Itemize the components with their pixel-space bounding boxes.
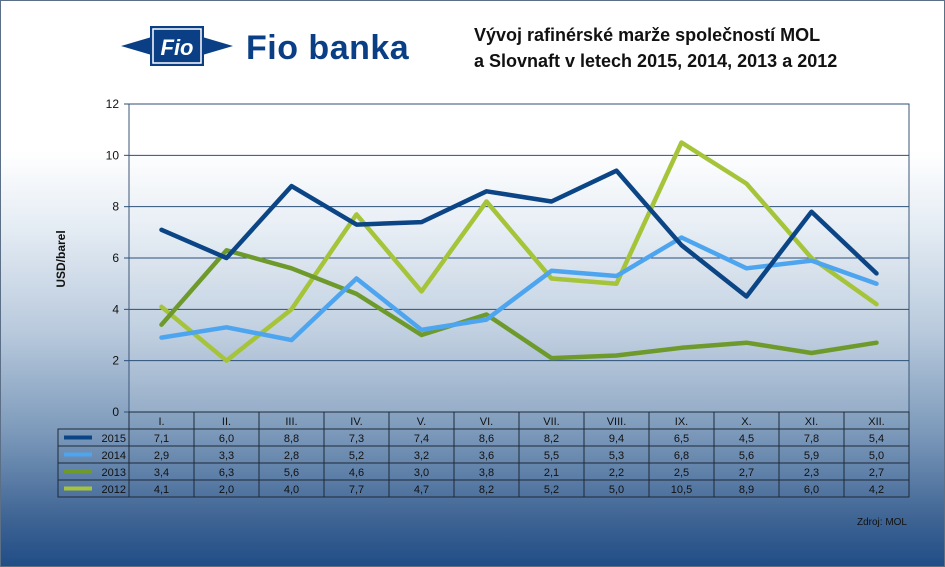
x-tick-label: IX. — [675, 416, 688, 428]
table-value-2012: 4,2 — [869, 484, 884, 496]
source-note: Zdroj: MOL — [856, 517, 907, 528]
x-tick-label: X. — [741, 416, 751, 428]
x-tick-label: VII. — [543, 416, 560, 428]
table-value-2012: 2,0 — [219, 484, 234, 496]
chart-title-line-2: a Slovnaft v letech 2015, 2014, 2013 a 2… — [474, 51, 838, 71]
table-value-2013: 2,7 — [739, 467, 754, 479]
table-value-2012: 5,2 — [544, 484, 559, 496]
table-value-2012: 5,0 — [609, 484, 624, 496]
table-value-2013: 3,4 — [154, 467, 169, 479]
legend-label-2012: 2012 — [102, 484, 126, 496]
bank-name: Fio banka — [246, 29, 410, 67]
logo-left-wing — [121, 36, 155, 56]
table-value-2013: 2,5 — [674, 467, 689, 479]
x-tick-label: VIII. — [607, 416, 627, 428]
table-value-2015: 8,6 — [479, 433, 494, 445]
table-value-2012: 7,7 — [349, 484, 364, 496]
table-value-2012: 8,9 — [739, 484, 754, 496]
x-tick-label: XII. — [868, 416, 885, 428]
table-value-2014: 5,5 — [544, 450, 559, 462]
table-value-2014: 5,0 — [869, 450, 884, 462]
table-value-2015: 7,3 — [349, 433, 364, 445]
table-value-2014: 5,3 — [609, 450, 624, 462]
table-value-2014: 5,6 — [739, 450, 754, 462]
y-tick-label: 8 — [112, 200, 119, 214]
series-line-2015 — [159, 168, 879, 299]
table-value-2015: 7,8 — [804, 433, 819, 445]
table-value-2013: 2,7 — [869, 467, 884, 479]
logo-right-wing — [199, 36, 233, 56]
table-value-2015: 6,0 — [219, 433, 234, 445]
table-value-2013: 2,3 — [804, 467, 819, 479]
table-value-2013: 5,6 — [284, 467, 299, 479]
x-tick-label: XI. — [805, 416, 818, 428]
legend-label-2013: 2013 — [102, 467, 126, 479]
table-value-2013: 3,8 — [479, 467, 494, 479]
table-value-2015: 7,4 — [414, 433, 429, 445]
table-value-2013: 2,1 — [544, 467, 559, 479]
logo-text: Fio — [161, 35, 194, 60]
table-value-2014: 2,8 — [284, 450, 299, 462]
y-tick-label: 2 — [112, 354, 119, 368]
series-line-2013 — [159, 248, 879, 361]
x-tick-label: VI. — [480, 416, 493, 428]
table-value-2014: 2,9 — [154, 450, 169, 462]
legend-label-2015: 2015 — [102, 433, 126, 445]
chart-title-line-1: Vývoj rafinérské marže společností MOL — [474, 25, 821, 45]
table-value-2014: 3,6 — [479, 450, 494, 462]
table-value-2014: 6,8 — [674, 450, 689, 462]
y-tick-label: 0 — [112, 405, 119, 419]
table-value-2014: 3,3 — [219, 450, 234, 462]
logo-box — [150, 26, 204, 66]
fio-logo: Fio — [121, 26, 233, 66]
y-tick-label: 4 — [112, 302, 119, 316]
x-tick-label: II. — [222, 416, 231, 428]
table-value-2015: 5,4 — [869, 433, 884, 445]
x-tick-label: IV. — [350, 416, 362, 428]
table-value-2013: 6,3 — [219, 467, 234, 479]
table-value-2015: 6,5 — [674, 433, 689, 445]
x-tick-label: I. — [158, 416, 164, 428]
table-value-2012: 6,0 — [804, 484, 819, 496]
series-line-2014 — [159, 235, 879, 343]
legend-label-2014: 2014 — [102, 450, 126, 462]
logo-inner-border — [152, 28, 202, 64]
table-value-2013: 3,0 — [414, 467, 429, 479]
y-tick-label: 10 — [106, 148, 120, 162]
table-value-2012: 4,1 — [154, 484, 169, 496]
table-value-2013: 2,2 — [609, 467, 624, 479]
table-value-2012: 8,2 — [479, 484, 494, 496]
chart-title: Vývoj rafinérské marže společností MOL a… — [474, 22, 914, 74]
table-value-2015: 8,8 — [284, 433, 299, 445]
table-value-2015: 9,4 — [609, 433, 624, 445]
table-value-2012: 4,7 — [414, 484, 429, 496]
table-value-2014: 5,9 — [804, 450, 819, 462]
x-tick-label: V. — [417, 416, 426, 428]
table-value-2015: 8,2 — [544, 433, 559, 445]
table-value-2012: 10,5 — [671, 484, 692, 496]
table-value-2012: 4,0 — [284, 484, 299, 496]
table-value-2015: 7,1 — [154, 433, 169, 445]
table-value-2014: 3,2 — [414, 450, 429, 462]
y-tick-label: 6 — [112, 251, 119, 265]
data-table: I. II. III. IV. V. VI. VII. VIII. IX. X. XI. XII. 20… — [57, 411, 910, 498]
table-value-2013: 4,6 — [349, 467, 364, 479]
series-line-2012 — [159, 140, 879, 363]
x-tick-label: III. — [285, 416, 297, 428]
table-value-2014: 5,2 — [349, 450, 364, 462]
table-value-2015: 4,5 — [739, 433, 754, 445]
y-tick-label: 12 — [106, 97, 120, 111]
